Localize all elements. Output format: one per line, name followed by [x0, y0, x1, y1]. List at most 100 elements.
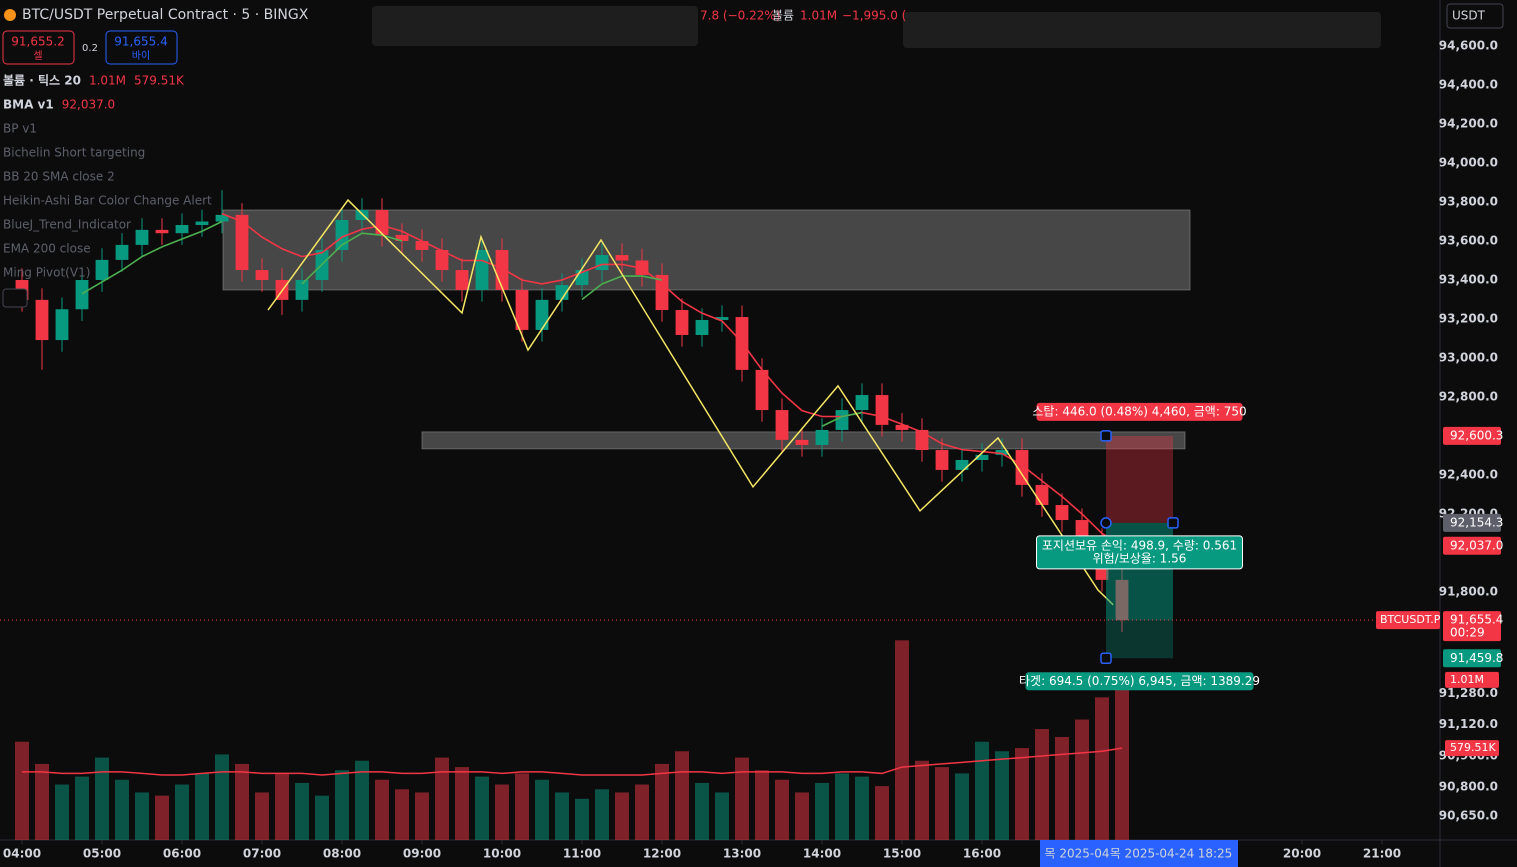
- volume-bar: [375, 779, 389, 840]
- indicator-name[interactable]: Heikin-Ashi Bar Color Change Alert: [3, 194, 212, 208]
- candle-body: [55, 309, 69, 341]
- x-tick-label: 07:00: [243, 847, 281, 861]
- stop-zone: [1106, 435, 1173, 523]
- x-tick-label: 11:00: [563, 847, 601, 861]
- symbol[interactable]: BTC/USDT Perpetual Contract · 5 · BINGX: [22, 7, 309, 23]
- status-volume: 1.01M: [800, 9, 837, 23]
- volume-bar: [635, 784, 649, 840]
- price-tag-label: 92,037.0: [1450, 538, 1503, 552]
- status-volume-label: 볼륨: [772, 9, 794, 23]
- volume-bar: [215, 754, 229, 840]
- candle-body: [1115, 579, 1129, 621]
- x-tick-label: 05:00: [83, 847, 121, 861]
- candle-body: [1015, 450, 1029, 485]
- volume-bar: [655, 763, 669, 840]
- volume-bar: [755, 770, 769, 840]
- indicator-name[interactable]: Ming Pivot(V1): [3, 266, 90, 280]
- volume-bar: [575, 798, 589, 840]
- candle-body: [655, 274, 669, 311]
- volume-bar: [875, 786, 889, 840]
- buy-button[interactable]: [105, 30, 178, 65]
- y-tick-label: 93,600.0: [1439, 234, 1498, 248]
- y-tick-label: 92,400.0: [1439, 467, 1498, 481]
- candle-body: [155, 229, 169, 234]
- indicator-name[interactable]: 볼륨 · 틱스 20: [3, 73, 81, 88]
- tools-toolbar[interactable]: [903, 12, 1381, 48]
- candle-body: [555, 285, 569, 300]
- candle-body: [535, 299, 549, 330]
- candle-body: [755, 369, 769, 411]
- volume-bar: [135, 792, 149, 840]
- volume-bar: [1095, 697, 1109, 840]
- volume-bar: [1115, 679, 1129, 840]
- currency-button[interactable]: [1446, 3, 1504, 29]
- x-tick-label: 20:00: [1283, 847, 1321, 861]
- candle-body: [115, 244, 129, 260]
- volume-bar: [735, 757, 749, 840]
- price-tag: [1443, 426, 1501, 445]
- volume-bar: [595, 789, 609, 840]
- y-tick-label: 91,800.0: [1439, 584, 1498, 598]
- candle-body: [95, 259, 109, 280]
- candle-body: [75, 280, 89, 310]
- candle-body: [415, 241, 429, 250]
- symbol-tag-label: BTCUSDT.P: [1380, 613, 1441, 626]
- drawing-toolbar[interactable]: [372, 6, 698, 46]
- volume-bar: [235, 763, 249, 840]
- volume-bar: [195, 773, 209, 840]
- indicator-name[interactable]: Bichelin Short targeting: [3, 146, 145, 160]
- y-tick-label: 90,800.0: [1439, 779, 1498, 793]
- candle-body: [595, 255, 609, 271]
- candle-body: [695, 319, 709, 335]
- y-tick-label: 93,200.0: [1439, 311, 1498, 325]
- sell-button[interactable]: [2, 30, 75, 65]
- volume-bar: [455, 767, 469, 840]
- indicator-name[interactable]: BlueJ_Trend_Indicator: [3, 218, 131, 232]
- candle-body: [915, 429, 929, 451]
- candle-body: [615, 255, 629, 261]
- candle-body: [715, 317, 729, 320]
- status-change: 7.8 (−0.22%): [700, 9, 780, 23]
- collapse-button[interactable]: [2, 288, 28, 308]
- indicator-name[interactable]: BP v1: [3, 122, 37, 136]
- y-tick-label: 94,600.0: [1439, 39, 1498, 53]
- volume-bar: [955, 773, 969, 840]
- sell-price: 91,655.2: [11, 35, 64, 49]
- handle[interactable]: [1100, 517, 1112, 529]
- volume-bar: [95, 757, 109, 840]
- ratio-label: 위험/보상율: 1.56: [1093, 551, 1187, 565]
- symbol-icon: [4, 9, 16, 21]
- buy-price: 91,655.4: [114, 35, 167, 49]
- price-tag-label: 92,600.3: [1450, 428, 1503, 442]
- zigzag: [267, 198, 1114, 606]
- y-tick-label: 91,280.0: [1439, 686, 1498, 700]
- volume-bar: [355, 760, 369, 840]
- volume-bar: [855, 776, 869, 840]
- candle-body: [775, 410, 789, 440]
- candle-body: [995, 450, 1009, 455]
- candle-body: [435, 249, 449, 271]
- indicator-name[interactable]: BB 20 SMA close 2: [3, 170, 115, 184]
- candle-body: [255, 270, 269, 280]
- x-tick-label: 12:00: [643, 847, 681, 861]
- candle-body: [835, 410, 849, 430]
- y-tick-label: 92,800.0: [1439, 389, 1498, 403]
- x-tick-label: 16:00: [963, 847, 1001, 861]
- candle-body: [395, 234, 409, 242]
- volume-bar: [395, 789, 409, 840]
- candle-body: [855, 395, 869, 411]
- candle-body: [1075, 520, 1089, 540]
- indicator-name[interactable]: EMA 200 close: [3, 242, 91, 256]
- currency: USDT: [1452, 9, 1486, 23]
- x-tick-label: 06:00: [163, 847, 201, 861]
- y-tick-label: 93,400.0: [1439, 273, 1498, 287]
- stop-label-box: [1036, 402, 1243, 421]
- candle-body: [235, 214, 249, 271]
- sell-label: 셀: [33, 50, 42, 62]
- price-tag-label: 91,655.4: [1450, 613, 1503, 627]
- volume-bar: [15, 741, 29, 840]
- pnl-label-box: [1036, 535, 1243, 570]
- zone: [222, 209, 1191, 291]
- indicator-name[interactable]: BMA v1: [3, 98, 54, 112]
- volume-bar: [895, 640, 909, 840]
